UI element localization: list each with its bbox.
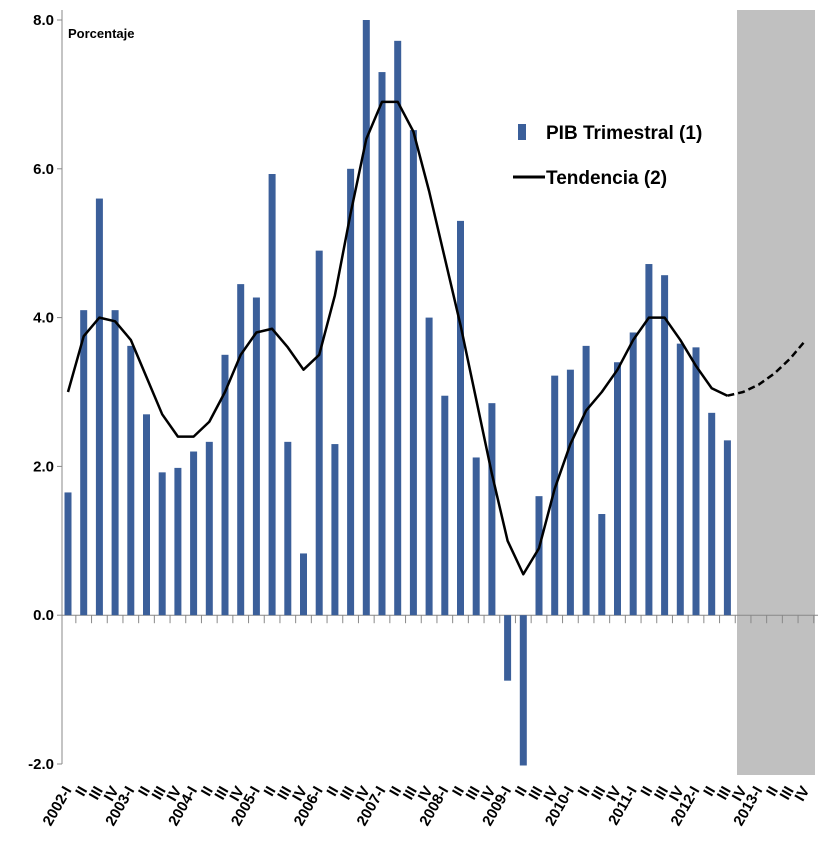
bar [676, 343, 684, 616]
legend-label: Tendencia (2) [546, 168, 667, 189]
bar [708, 412, 716, 616]
bar [80, 310, 88, 616]
bar [457, 220, 464, 616]
bar [221, 354, 229, 616]
x-tick-label: IV [792, 784, 814, 805]
y-tick-label: 0.0 [33, 607, 54, 624]
bar [629, 332, 637, 616]
bar [582, 345, 590, 616]
bar [205, 441, 213, 616]
bar [566, 369, 574, 616]
forecast-shade [737, 10, 815, 775]
bar [95, 198, 103, 616]
bar [237, 284, 245, 616]
bar [598, 514, 606, 616]
bar [394, 40, 402, 616]
bar [64, 492, 72, 616]
bar [519, 615, 527, 766]
bar [661, 275, 669, 616]
y-tick-label: 8.0 [33, 12, 54, 29]
bar [441, 395, 449, 616]
bar [331, 444, 339, 616]
bar [535, 496, 543, 616]
bar [158, 472, 166, 616]
bar [111, 310, 119, 616]
legend-label: PIB Trimestral (1) [546, 123, 702, 144]
bar [174, 467, 182, 616]
trend-line [727, 339, 807, 397]
bar [347, 168, 355, 616]
bar [504, 615, 512, 681]
y-tick-label: 2.0 [33, 458, 54, 475]
bar [143, 414, 150, 616]
bar [127, 345, 135, 616]
bar [692, 347, 700, 616]
bar [614, 362, 621, 616]
x-tick-label: 2002-I [39, 784, 75, 829]
legend-swatch [518, 124, 526, 140]
bar [252, 297, 260, 616]
bar [362, 20, 370, 616]
bar [551, 375, 559, 616]
bar [409, 130, 417, 616]
bar [284, 441, 292, 616]
trend-line [66, 100, 728, 576]
y-axis-label: Porcentaje [68, 26, 134, 41]
bar [378, 72, 386, 616]
y-tick-label: -2.0 [28, 756, 54, 773]
bar [488, 403, 496, 616]
bar [723, 440, 731, 616]
bar [300, 553, 307, 616]
y-tick-label: 4.0 [33, 310, 54, 327]
bar [425, 317, 433, 616]
bar [268, 174, 276, 616]
bar [190, 451, 198, 616]
bar [472, 457, 480, 616]
bar [315, 250, 323, 616]
bar [645, 264, 653, 616]
y-tick-label: 6.0 [33, 161, 54, 178]
